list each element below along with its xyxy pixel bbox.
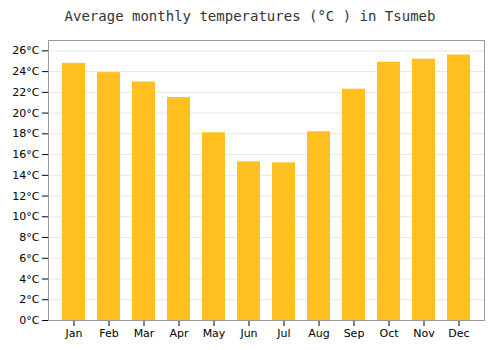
svg-text:4°C: 4°C (19, 273, 39, 286)
svg-text:Jun: Jun (239, 327, 257, 340)
svg-text:Aug: Aug (308, 327, 329, 340)
svg-text:16°C: 16°C (12, 148, 39, 161)
svg-text:18°C: 18°C (12, 127, 39, 140)
svg-text:10°C: 10°C (12, 210, 39, 223)
svg-text:0°C: 0°C (19, 314, 39, 327)
html-text:Average monthly temperatures (: Average monthly temperatures (°C ) in Ts… (64, 8, 436, 24)
svg-text:Feb: Feb (99, 327, 118, 340)
svg-text:Oct: Oct (379, 327, 399, 340)
svg-text:Jul: Jul (276, 327, 290, 340)
svg-text:20°C: 20°C (12, 107, 39, 120)
svg-text:12°C: 12°C (12, 190, 39, 203)
svg-text:14°C: 14°C (12, 169, 39, 182)
svg-text:2°C: 2°C (19, 293, 39, 306)
svg-text:Mar: Mar (134, 327, 155, 340)
svg-text:6°C: 6°C (19, 252, 39, 265)
svg-text:24°C: 24°C (12, 65, 39, 78)
svg-text:Dec: Dec (448, 327, 469, 340)
svg-text:Jan: Jan (65, 327, 83, 340)
svg-text:8°C: 8°C (19, 231, 39, 244)
svg-text:Apr: Apr (169, 327, 189, 340)
svg-text:Sep: Sep (344, 327, 365, 340)
svg-text:Nov: Nov (413, 327, 435, 340)
svg-text:May: May (203, 327, 226, 340)
svg-text:26°C: 26°C (12, 44, 39, 57)
svg-text:22°C: 22°C (12, 86, 39, 99)
